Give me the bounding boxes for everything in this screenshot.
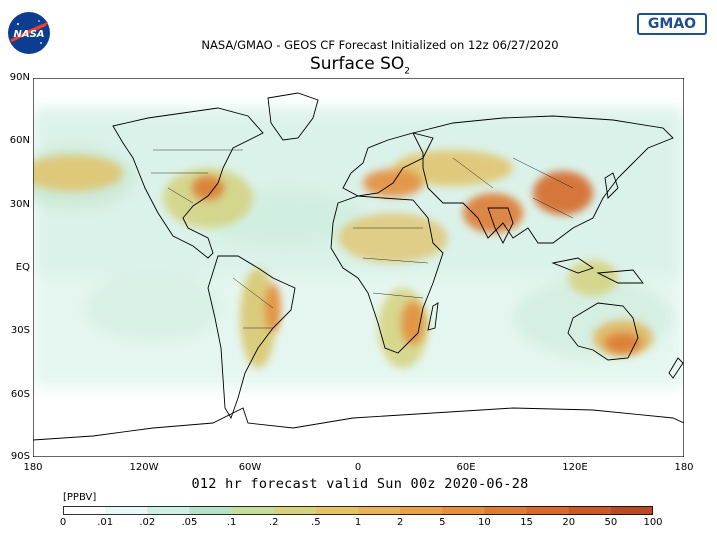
lat-label: 60N — [9, 135, 30, 146]
forecast-valid-text: 012 hr forecast valid Sun 00z 2020-06-28 — [191, 476, 529, 492]
colorbar-segment — [358, 506, 401, 515]
colorbar-segment — [442, 506, 485, 515]
lat-label: 30N — [9, 199, 30, 210]
colorbar-tick-label: 1 — [354, 517, 362, 528]
colorbar-segment — [526, 506, 570, 515]
colorbar-tick-label: 0 — [59, 517, 67, 528]
lat-label: 90S — [10, 451, 30, 462]
lat-label: 60S — [10, 389, 30, 400]
colorbar-segment — [315, 506, 359, 515]
lon-label: 180 — [23, 462, 43, 473]
colorbar-segment — [63, 506, 106, 515]
colorbar-segment — [484, 506, 528, 515]
colorbar-segment — [147, 506, 190, 515]
colorbar-segment — [231, 506, 275, 515]
lon-label: 120E — [562, 462, 588, 473]
gmao-logo: GMAO — [637, 13, 707, 35]
colorbar — [63, 506, 653, 515]
colorbar-segment — [400, 506, 443, 515]
forecast-init-title: NASA/GMAO - GEOS CF Forecast Initialized… — [201, 38, 559, 52]
colorbar-tick-label: 5 — [439, 517, 446, 528]
colorbar-tick-label: .02 — [139, 517, 156, 528]
colorbar-units: [PPBV] — [63, 492, 97, 503]
colorbar-tick-label: 100 — [643, 517, 663, 528]
lat-label: 30S — [10, 325, 30, 336]
coastlines — [33, 92, 684, 441]
lon-label: 60E — [456, 462, 476, 473]
colorbar-segment — [610, 506, 653, 515]
colorbar-segment — [568, 506, 612, 515]
variable-title: Surface SO2 — [240, 54, 480, 76]
colorbar-tick-label: 20 — [562, 517, 576, 528]
nasa-logo-text: NASA — [13, 29, 44, 40]
lat-label: EQ — [15, 262, 30, 273]
colorbar-tick-label: .1 — [226, 517, 237, 528]
lon-label: 180 — [674, 462, 694, 473]
colorbar-tick-label: 2 — [396, 517, 404, 528]
concentration-field-mid — [33, 150, 653, 368]
colorbar-tick-label: 10 — [478, 517, 491, 528]
colorbar-segment — [105, 506, 148, 515]
world-map — [33, 78, 684, 457]
colorbar-tick-label: 15 — [520, 517, 533, 528]
colorbar-tick-label: .01 — [97, 517, 114, 528]
variable-title-subscript: 2 — [404, 66, 411, 77]
colorbar-segment — [189, 506, 233, 515]
variable-title-text: Surface SO — [309, 54, 405, 74]
lon-label: 60W — [238, 462, 262, 473]
country-borders — [151, 149, 574, 329]
lon-label: 120W — [129, 462, 159, 473]
lat-label: 90N — [9, 72, 30, 83]
lon-label: 0 — [354, 462, 362, 473]
colorbar-tick-label: .2 — [268, 517, 279, 528]
colorbar-tick-label: .05 — [181, 517, 198, 528]
colorbar-tick-label: 50 — [604, 517, 618, 528]
nasa-logo: NASA — [8, 12, 50, 54]
colorbar-tick-label: .5 — [311, 517, 321, 528]
colorbar-segment — [273, 506, 317, 515]
